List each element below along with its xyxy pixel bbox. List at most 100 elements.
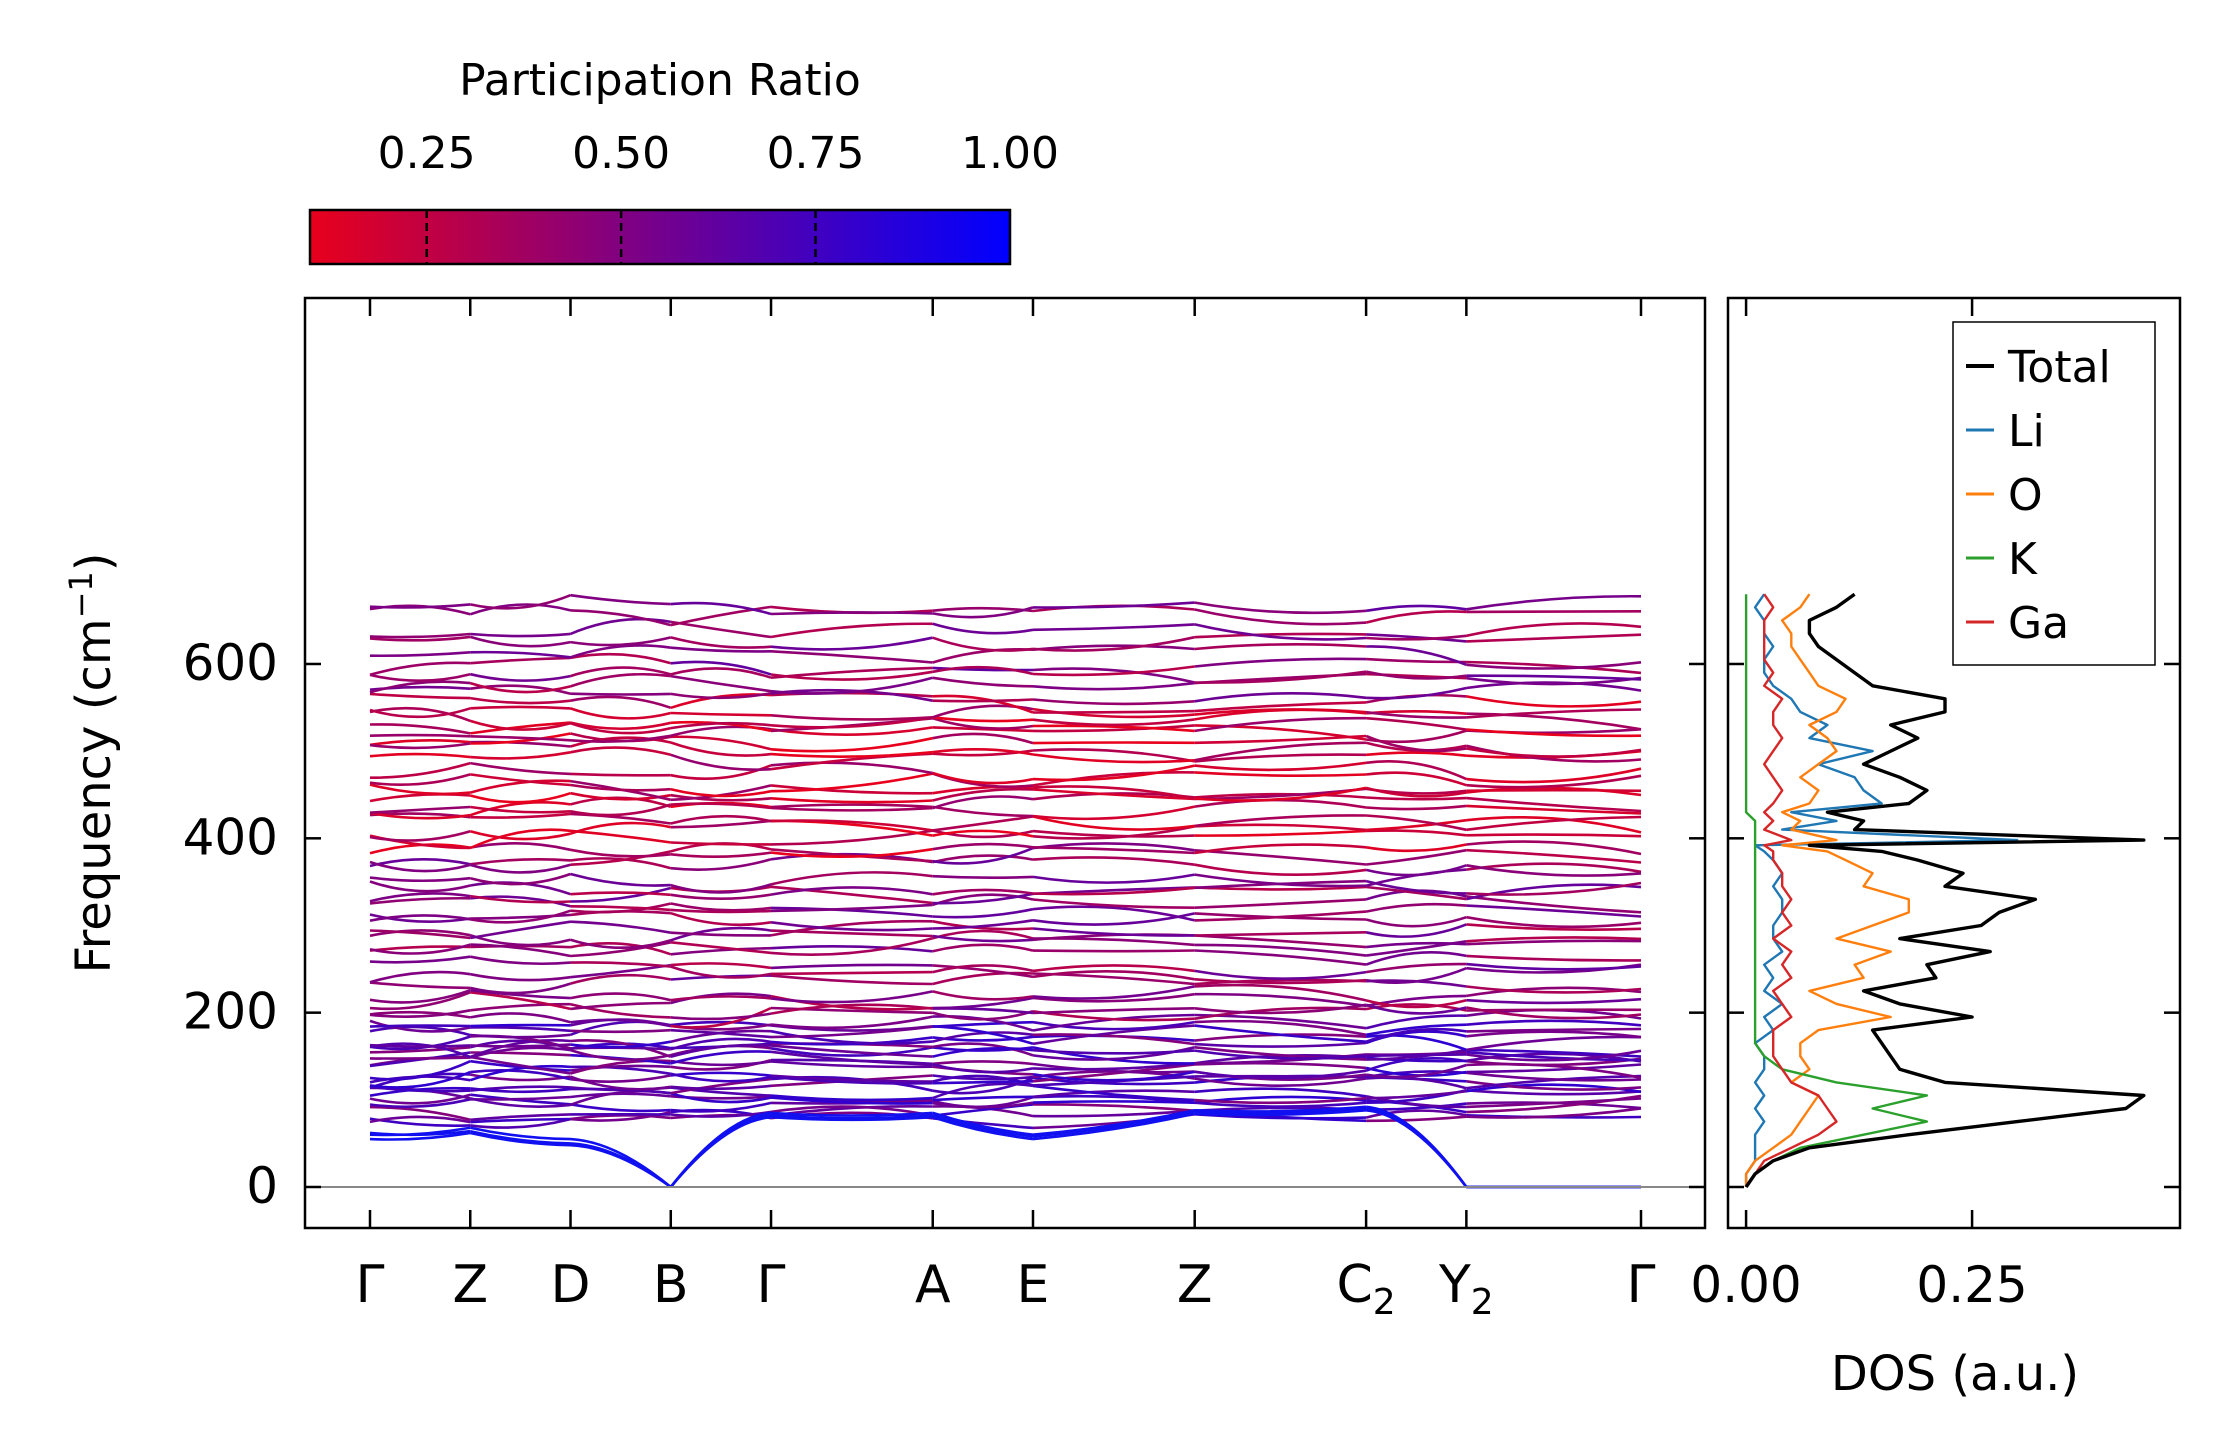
y-tick-label: 600: [183, 634, 278, 692]
band-line: [932, 920, 1034, 931]
band-line: [1194, 1046, 1367, 1061]
band-line: [369, 1024, 471, 1028]
band-line: [1032, 1063, 1195, 1083]
band-line: [1032, 1062, 1195, 1071]
band-line: [570, 672, 671, 688]
band-line: [770, 871, 933, 886]
band-line: [770, 1029, 933, 1045]
band-line: [369, 1025, 471, 1037]
band-line: [932, 717, 1034, 730]
band-line: [670, 636, 772, 649]
band-line: [1032, 964, 1195, 973]
band-line: [1194, 1096, 1367, 1105]
band-line: [770, 750, 933, 758]
band-line: [1466, 594, 1642, 611]
band-line: [1032, 709, 1195, 714]
band-line: [1366, 814, 1467, 832]
band-line: [932, 892, 1034, 905]
band-line: [469, 872, 571, 886]
band-line: [1032, 644, 1195, 651]
band-line: [1365, 915, 1467, 928]
band-line: [1032, 856, 1195, 866]
kpoint-label: Y2: [1438, 1255, 1494, 1323]
band-line: [1365, 786, 1467, 798]
band-line: [570, 886, 672, 903]
band-line: [570, 609, 672, 627]
band-line: [932, 787, 1034, 802]
colorbar-tick-label: 1.00: [961, 128, 1059, 179]
band-line: [1032, 1084, 1195, 1102]
band-line: [369, 970, 471, 984]
band-structure-panel: 0 200 400 600 Γ Z D B Γ A E Z C2 Y2 Γ Frequency (cm−1…: [62, 296, 1707, 1323]
band-line: [670, 660, 772, 676]
band-line: [1032, 905, 1196, 922]
band-line: [1194, 949, 1367, 966]
band-line: [1032, 846, 1195, 855]
band-line: [670, 992, 772, 1005]
legend-label: K: [2008, 534, 2038, 585]
band-line: [369, 707, 471, 719]
band-line: [770, 650, 933, 664]
band-line: [369, 1019, 471, 1033]
band-line: [570, 1001, 671, 1011]
band-line: [470, 842, 571, 852]
band-line: [570, 1048, 672, 1061]
y-tick-label: 0: [246, 1157, 278, 1215]
band-line: [1366, 1053, 1467, 1058]
band-line: [1032, 785, 1195, 800]
band-line: [369, 1115, 471, 1124]
band-line: [1365, 1003, 1467, 1015]
acoustic-branch: [1194, 1108, 1367, 1117]
band-line: [932, 907, 1034, 919]
band-line: [770, 886, 933, 896]
band-line: [1032, 665, 1195, 677]
band-line: [770, 797, 933, 804]
band-line: [1466, 695, 1642, 708]
acoustic-branch: [469, 1131, 571, 1147]
band-line: [932, 971, 1034, 986]
band-line: [1194, 1024, 1367, 1043]
band-line: [770, 670, 933, 681]
band-line: [932, 1010, 1034, 1021]
band-line: [470, 1002, 571, 1012]
band-line: [1466, 923, 1642, 931]
band-line: [1194, 943, 1367, 957]
band-line: [469, 681, 571, 694]
band-line: [770, 906, 933, 918]
band-line: [470, 812, 571, 819]
band-line: [469, 1097, 571, 1108]
band-line: [369, 773, 471, 786]
band-line: [932, 805, 1034, 818]
band-line: [1032, 724, 1195, 733]
band-line: [1194, 1049, 1367, 1060]
band-line: [570, 1092, 671, 1099]
acoustic-branch: [1032, 1112, 1195, 1141]
band-line: [1466, 681, 1642, 692]
band-line: [1032, 937, 1195, 947]
band-line: [932, 622, 1034, 635]
band-line: [670, 911, 772, 927]
band-line: [1194, 1041, 1367, 1048]
band-line: [1032, 1046, 1195, 1065]
kpoint-label: Γ: [1627, 1255, 1656, 1315]
band-line: [670, 1006, 772, 1029]
band-line: [932, 698, 1034, 703]
acoustic-branch: [1194, 1107, 1367, 1115]
band-line: [569, 617, 672, 636]
band-line: [670, 674, 772, 693]
band-line: [1366, 716, 1467, 731]
band-line: [932, 990, 1034, 1001]
band-line: [470, 858, 571, 866]
band-line: [369, 1093, 471, 1105]
band-line: [369, 738, 471, 747]
band-line: [1032, 1089, 1195, 1099]
band-line: [1194, 823, 1367, 832]
band-line: [570, 821, 672, 835]
band-line: [770, 1060, 933, 1069]
colorbar-tick-label: 0.75: [767, 128, 865, 179]
band-line: [932, 829, 1034, 838]
band-line: [1194, 969, 1367, 980]
band-line: [670, 962, 772, 970]
band-line: [670, 601, 772, 616]
legend-label: O: [2008, 470, 2043, 521]
